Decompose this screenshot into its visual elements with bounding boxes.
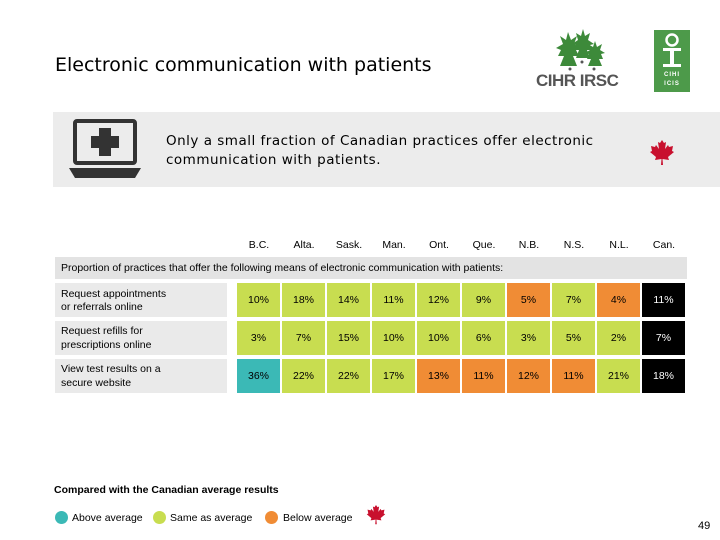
banner-message: Only a small fraction of Canadian practi…	[166, 133, 594, 168]
legend-title: Compared with the Canadian average resul…	[54, 484, 279, 496]
table-cell: 11%	[552, 359, 595, 393]
table-section-header: Proportion of practices that offer the f…	[55, 257, 687, 279]
slide-title: Electronic communication with patients	[55, 54, 432, 76]
table-cell: 5%	[552, 321, 595, 355]
table-cell: 13%	[417, 359, 460, 393]
table-cell: 10%	[372, 321, 415, 355]
table-cell: 14%	[327, 283, 370, 317]
table-cell: 22%	[282, 359, 325, 393]
laptop-medical-icon	[69, 119, 141, 178]
row-label-line: prescriptions online	[61, 339, 152, 351]
table-cell: 3%	[237, 321, 280, 355]
table-cell: 11%	[462, 359, 505, 393]
column-header-bc: B.C.	[248, 239, 270, 251]
cihr-logo-text: CIHR IRSC	[536, 71, 619, 90]
table-cell: 12%	[417, 283, 460, 317]
column-header-nb: N.B.	[518, 239, 540, 251]
page-number: 49	[698, 520, 711, 532]
table-cell: 12%	[507, 359, 550, 393]
column-header-ont: Ont.	[429, 239, 449, 251]
row-label-appointments: Request appointments or referrals online	[55, 283, 227, 317]
icis-logo-text: ICIS	[664, 81, 680, 87]
table-cell: 18%	[282, 283, 325, 317]
table-cell: 36%	[237, 359, 280, 393]
table-cell: 10%	[237, 283, 280, 317]
table-cell: 22%	[327, 359, 370, 393]
legend-maple-leaf-icon	[366, 505, 386, 525]
legend-swatch-above	[55, 511, 68, 524]
legend-swatch-same	[153, 511, 166, 524]
column-header-alta: Alta.	[293, 239, 315, 251]
table-cell: 15%	[327, 321, 370, 355]
legend-label-same: Same as average	[170, 512, 253, 524]
column-header-que: Que.	[472, 239, 496, 251]
row-label-line: View test results on a	[61, 363, 161, 375]
row-label-test-results: View test results on a secure website	[55, 359, 227, 393]
maple-leaf-icon	[650, 140, 674, 165]
cihr-logo: CIHR IRSC	[530, 26, 630, 96]
key-message-banner: Only a small fraction of Canadian practi…	[53, 112, 720, 187]
table-cell: 3%	[507, 321, 550, 355]
section-label: Proportion of practices that offer the f…	[61, 262, 504, 274]
table-cell: 4%	[597, 283, 640, 317]
table-cell: 17%	[372, 359, 415, 393]
legend-swatch-below	[265, 511, 278, 524]
table-cell: 9%	[462, 283, 505, 317]
row-label-line: or referrals online	[61, 301, 143, 313]
legend-label-below: Below average	[283, 512, 353, 524]
table-cell: 5%	[507, 283, 550, 317]
table-cell: 6%	[462, 321, 505, 355]
column-header-ns: N.S.	[563, 239, 585, 251]
table-cell: 11%	[372, 283, 415, 317]
row-label-line: Request refills for	[61, 325, 143, 337]
table-cell-canada: 7%	[642, 321, 685, 355]
table-cell-canada: 11%	[642, 283, 685, 317]
maple-leaves-cluster-icon	[556, 29, 605, 71]
cihi-i-glyph-icon	[663, 33, 681, 67]
cihi-logo: CIHI ICIS	[654, 30, 690, 92]
cihi-logo-text: CIHI	[664, 72, 680, 78]
column-header-nl: N.L.	[609, 239, 629, 251]
table-cell: 10%	[417, 321, 460, 355]
column-header-can: Can.	[652, 239, 676, 251]
column-header-man: Man.	[382, 239, 406, 251]
table-cell: 21%	[597, 359, 640, 393]
table-cell: 7%	[552, 283, 595, 317]
legend-label-above: Above average	[72, 512, 143, 524]
row-label-line: secure website	[61, 377, 132, 389]
row-label-refills: Request refills for prescriptions online	[55, 321, 227, 355]
row-label-line: Request appointments	[61, 288, 167, 300]
column-header-sask: Sask.	[335, 239, 363, 251]
table-cell: 2%	[597, 321, 640, 355]
table-cell-canada: 18%	[642, 359, 685, 393]
table-cell: 7%	[282, 321, 325, 355]
